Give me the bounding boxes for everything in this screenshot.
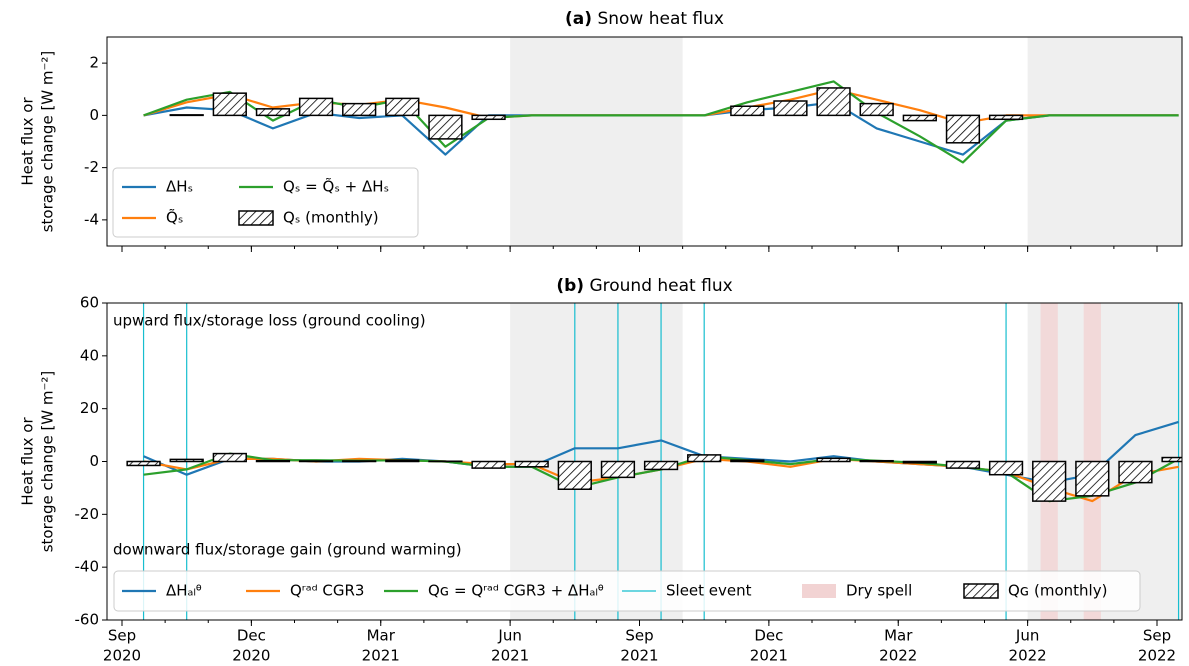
monthly-bar [471,114,506,121]
y-tick-label: -4 [84,210,99,228]
monthly-bar [298,460,334,463]
legend-swatch [963,583,999,599]
y-tick-label: -2 [84,158,99,176]
y-axis-label: Heat flux or [19,417,37,506]
legend-label: ΔHₐₗᶿ [166,582,202,600]
monthly-bar [471,460,506,469]
y-tick-label: -40 [75,558,100,576]
monthly-bar [342,460,377,463]
monthly-bar [385,459,420,463]
annotation: downward flux/storage gain (ground warmi… [113,541,462,559]
monthly-bar [1032,460,1067,502]
monthly-bar [514,460,549,468]
panel-title: (a) Snow heat flux [565,9,724,29]
monthly-bar [600,460,636,479]
legend-label: ΔHₛ [166,178,193,196]
shaded-period [1027,37,1182,246]
legend-label: Qʳᵃᵈ CGR3 [290,582,364,600]
x-tick-label: Sep [1143,627,1171,645]
monthly-bar [385,97,420,117]
x-tick-label: 2021 [750,647,788,665]
x-tick-label: 2022 [1138,647,1176,665]
monthly-bar [169,458,204,463]
monthly-bar [816,457,851,463]
monthly-bar [643,460,679,471]
monthly-bar [212,92,247,117]
x-tick-label: Jun [1015,627,1039,645]
monthly-bar [1161,456,1182,463]
monthly-bar [988,460,1024,476]
x-tick-label: Jun [497,627,521,645]
y-tick-label: 0 [89,452,99,470]
axes-frame [106,36,1183,247]
panel-title-text: Ground heat flux [589,276,732,296]
x-tick-label: 2020 [103,647,141,665]
shaded-period [510,37,683,246]
monthly-bar [945,460,981,469]
monthly-bar [342,102,377,117]
legend-label: Sleet event [666,582,752,600]
monthly-bar [730,105,765,117]
monthly-bar [687,454,722,463]
monthly-bar [859,102,894,117]
monthly-bar [859,459,894,463]
legend-swatch [802,584,836,598]
annotation: upward flux/storage loss (ground cooling… [113,312,426,330]
x-tick-label: 2021 [362,647,400,665]
legend-label: Qɢ = Qʳᵃᵈ CGR3 + ΔHₐₗᶿ [428,582,604,600]
legend-label: Q̃ₛ [166,208,183,227]
y-tick-label: 60 [80,294,99,312]
x-tick-label: 2022 [879,647,917,665]
x-tick-label: Dec [237,627,266,645]
y-tick-label: 20 [80,399,99,417]
monthly-bar [730,459,765,463]
x-tick-label: Mar [367,627,396,645]
y-tick-label: -60 [75,611,100,629]
monthly-bar [126,460,161,467]
x-tick-label: Mar [884,627,913,645]
monthly-bar [169,114,204,117]
legend-box [112,167,419,238]
monthly-bar [945,114,981,144]
legend-label: Qₛ (monthly) [283,209,379,227]
x-tick-label: 2021 [620,647,658,665]
y-axis-label: storage change [W m⁻²] [39,51,57,233]
legend-label: Qɢ (monthly) [1008,582,1107,600]
x-tick-label: 2022 [1009,647,1047,665]
monthly-bar [902,460,937,464]
y-tick-label: -20 [75,505,100,523]
monthly-bar [298,97,334,117]
monthly-bar [212,452,247,463]
legend-label: Qₛ = Q̃ₛ + ΔHₛ [283,177,389,196]
x-tick-label: Dec [754,627,783,645]
legend-label: Dry spell [846,582,912,600]
monthly-bar [902,114,937,122]
monthly-bar [816,87,851,117]
y-tick-label: 0 [89,106,99,124]
x-tick-label: 2020 [232,647,270,665]
panel-label: (a) [565,9,592,29]
monthly-bar [255,108,291,117]
x-tick-label: Sep [625,627,653,645]
panel-title: (b) Ground heat flux [556,276,732,296]
monthly-bar [1075,460,1110,497]
monthly-bar [773,100,808,117]
y-axis-label: Heat flux or [19,97,37,186]
panel-title-text: Snow heat flux [597,9,724,29]
monthly-bar [255,459,291,463]
panel-label: (b) [556,276,584,296]
x-tick-label: Sep [108,627,136,645]
y-tick-label: 2 [89,54,99,72]
monthly-bar [1118,460,1153,484]
y-axis-label: storage change [W m⁻²] [39,371,57,553]
monthly-bar [988,114,1024,121]
monthly-bar [557,460,592,490]
plot-area [143,37,1182,246]
x-tick-label: 2021 [491,647,529,665]
legend-swatch [238,210,274,226]
y-tick-label: 40 [80,346,99,364]
monthly-bar [428,114,463,140]
plot-area [126,303,1182,620]
